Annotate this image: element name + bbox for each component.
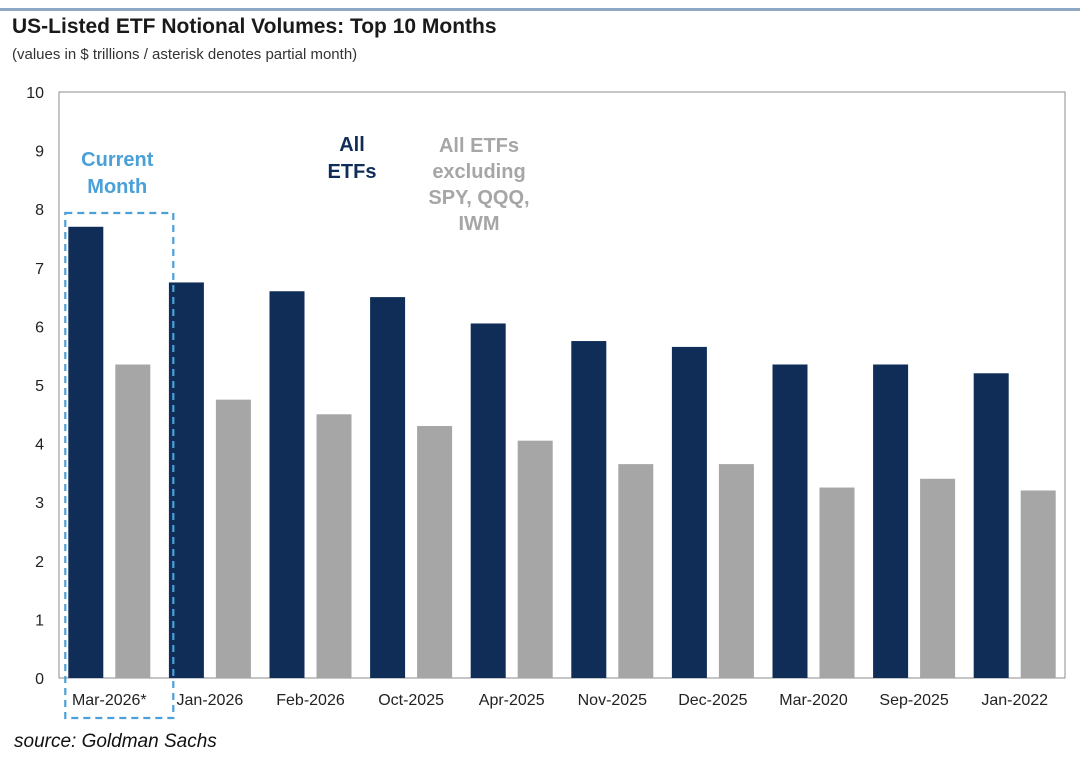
all-etfs-annotation: All: [339, 134, 365, 156]
x-tick-label: Feb-2026: [276, 692, 345, 709]
y-tick-label: 6: [35, 319, 44, 336]
bar-all-etfs-excluding: [517, 440, 553, 678]
current-month-highlight: [64, 211, 175, 720]
y-tick-label: 3: [35, 495, 44, 512]
bar-all-etfs: [168, 282, 204, 678]
bar-all-etfs-excluding: [417, 426, 453, 678]
x-tick-label: Dec-2025: [678, 692, 747, 709]
bar-all-etfs-excluding: [718, 464, 754, 678]
excluding-annotation: SPY, QQQ,: [428, 187, 529, 209]
x-tick-label: Sep-2025: [879, 692, 948, 709]
y-tick-label: 0: [35, 671, 44, 688]
y-tick-label: 5: [35, 378, 44, 395]
y-tick-label: 4: [35, 437, 44, 454]
bar-all-etfs: [873, 364, 909, 678]
bar-all-etfs-excluding: [618, 464, 654, 678]
x-tick-label: Mar-2026*: [72, 692, 147, 709]
y-tick-label: 2: [35, 554, 44, 571]
all-etfs-annotation: ETFs: [328, 161, 377, 183]
y-tick-label: 10: [26, 85, 44, 102]
top-rule: [0, 8, 1080, 11]
chart-subtitle: (values in $ trillions / asterisk denote…: [12, 46, 358, 63]
chart-title: US-Listed ETF Notional Volumes: Top 10 M…: [12, 15, 497, 38]
x-tick-label: Nov-2025: [578, 692, 647, 709]
x-tick-label: Apr-2025: [479, 692, 545, 709]
y-tick-label: 8: [35, 202, 44, 219]
bar-all-etfs: [68, 226, 104, 678]
bar-all-etfs-excluding: [316, 414, 352, 678]
bar-all-etfs-excluding: [215, 399, 251, 678]
bar-all-etfs: [470, 323, 506, 678]
bar-all-etfs: [269, 291, 305, 678]
plot-frame: [58, 91, 1066, 679]
x-tick-label: Oct-2025: [378, 692, 444, 709]
bar-all-etfs: [973, 373, 1009, 678]
bar-all-etfs: [671, 346, 707, 678]
bar-all-etfs-excluding: [1020, 490, 1056, 678]
bar-all-etfs: [571, 341, 607, 678]
x-tick-label: Jan-2026: [177, 692, 244, 709]
x-tick-label: Jan-2022: [981, 692, 1048, 709]
current-month-annotation: Month: [87, 176, 147, 198]
bar-all-etfs-excluding: [920, 478, 956, 678]
etf-volume-chart: 0 1 2 3 4 5 6 7 8 9 10 Mar-2026* Jan-2026 Feb-2026 Oct…: [26, 85, 1066, 720]
excluding-annotation: All ETFs: [439, 135, 519, 157]
y-tick-label: 9: [35, 144, 44, 161]
bar-all-etfs: [370, 297, 406, 678]
x-tick-label: Mar-2020: [779, 692, 848, 709]
bar-all-etfs: [772, 364, 808, 678]
excluding-annotation: excluding: [432, 161, 525, 183]
y-tick-label: 1: [35, 612, 44, 629]
source-note: source: Goldman Sachs: [14, 731, 217, 752]
bar-all-etfs-excluding: [115, 364, 151, 678]
y-tick-label: 7: [35, 261, 44, 278]
current-month-annotation: Current: [81, 149, 154, 171]
bar-all-etfs-excluding: [819, 487, 855, 678]
excluding-annotation: IWM: [458, 213, 499, 235]
